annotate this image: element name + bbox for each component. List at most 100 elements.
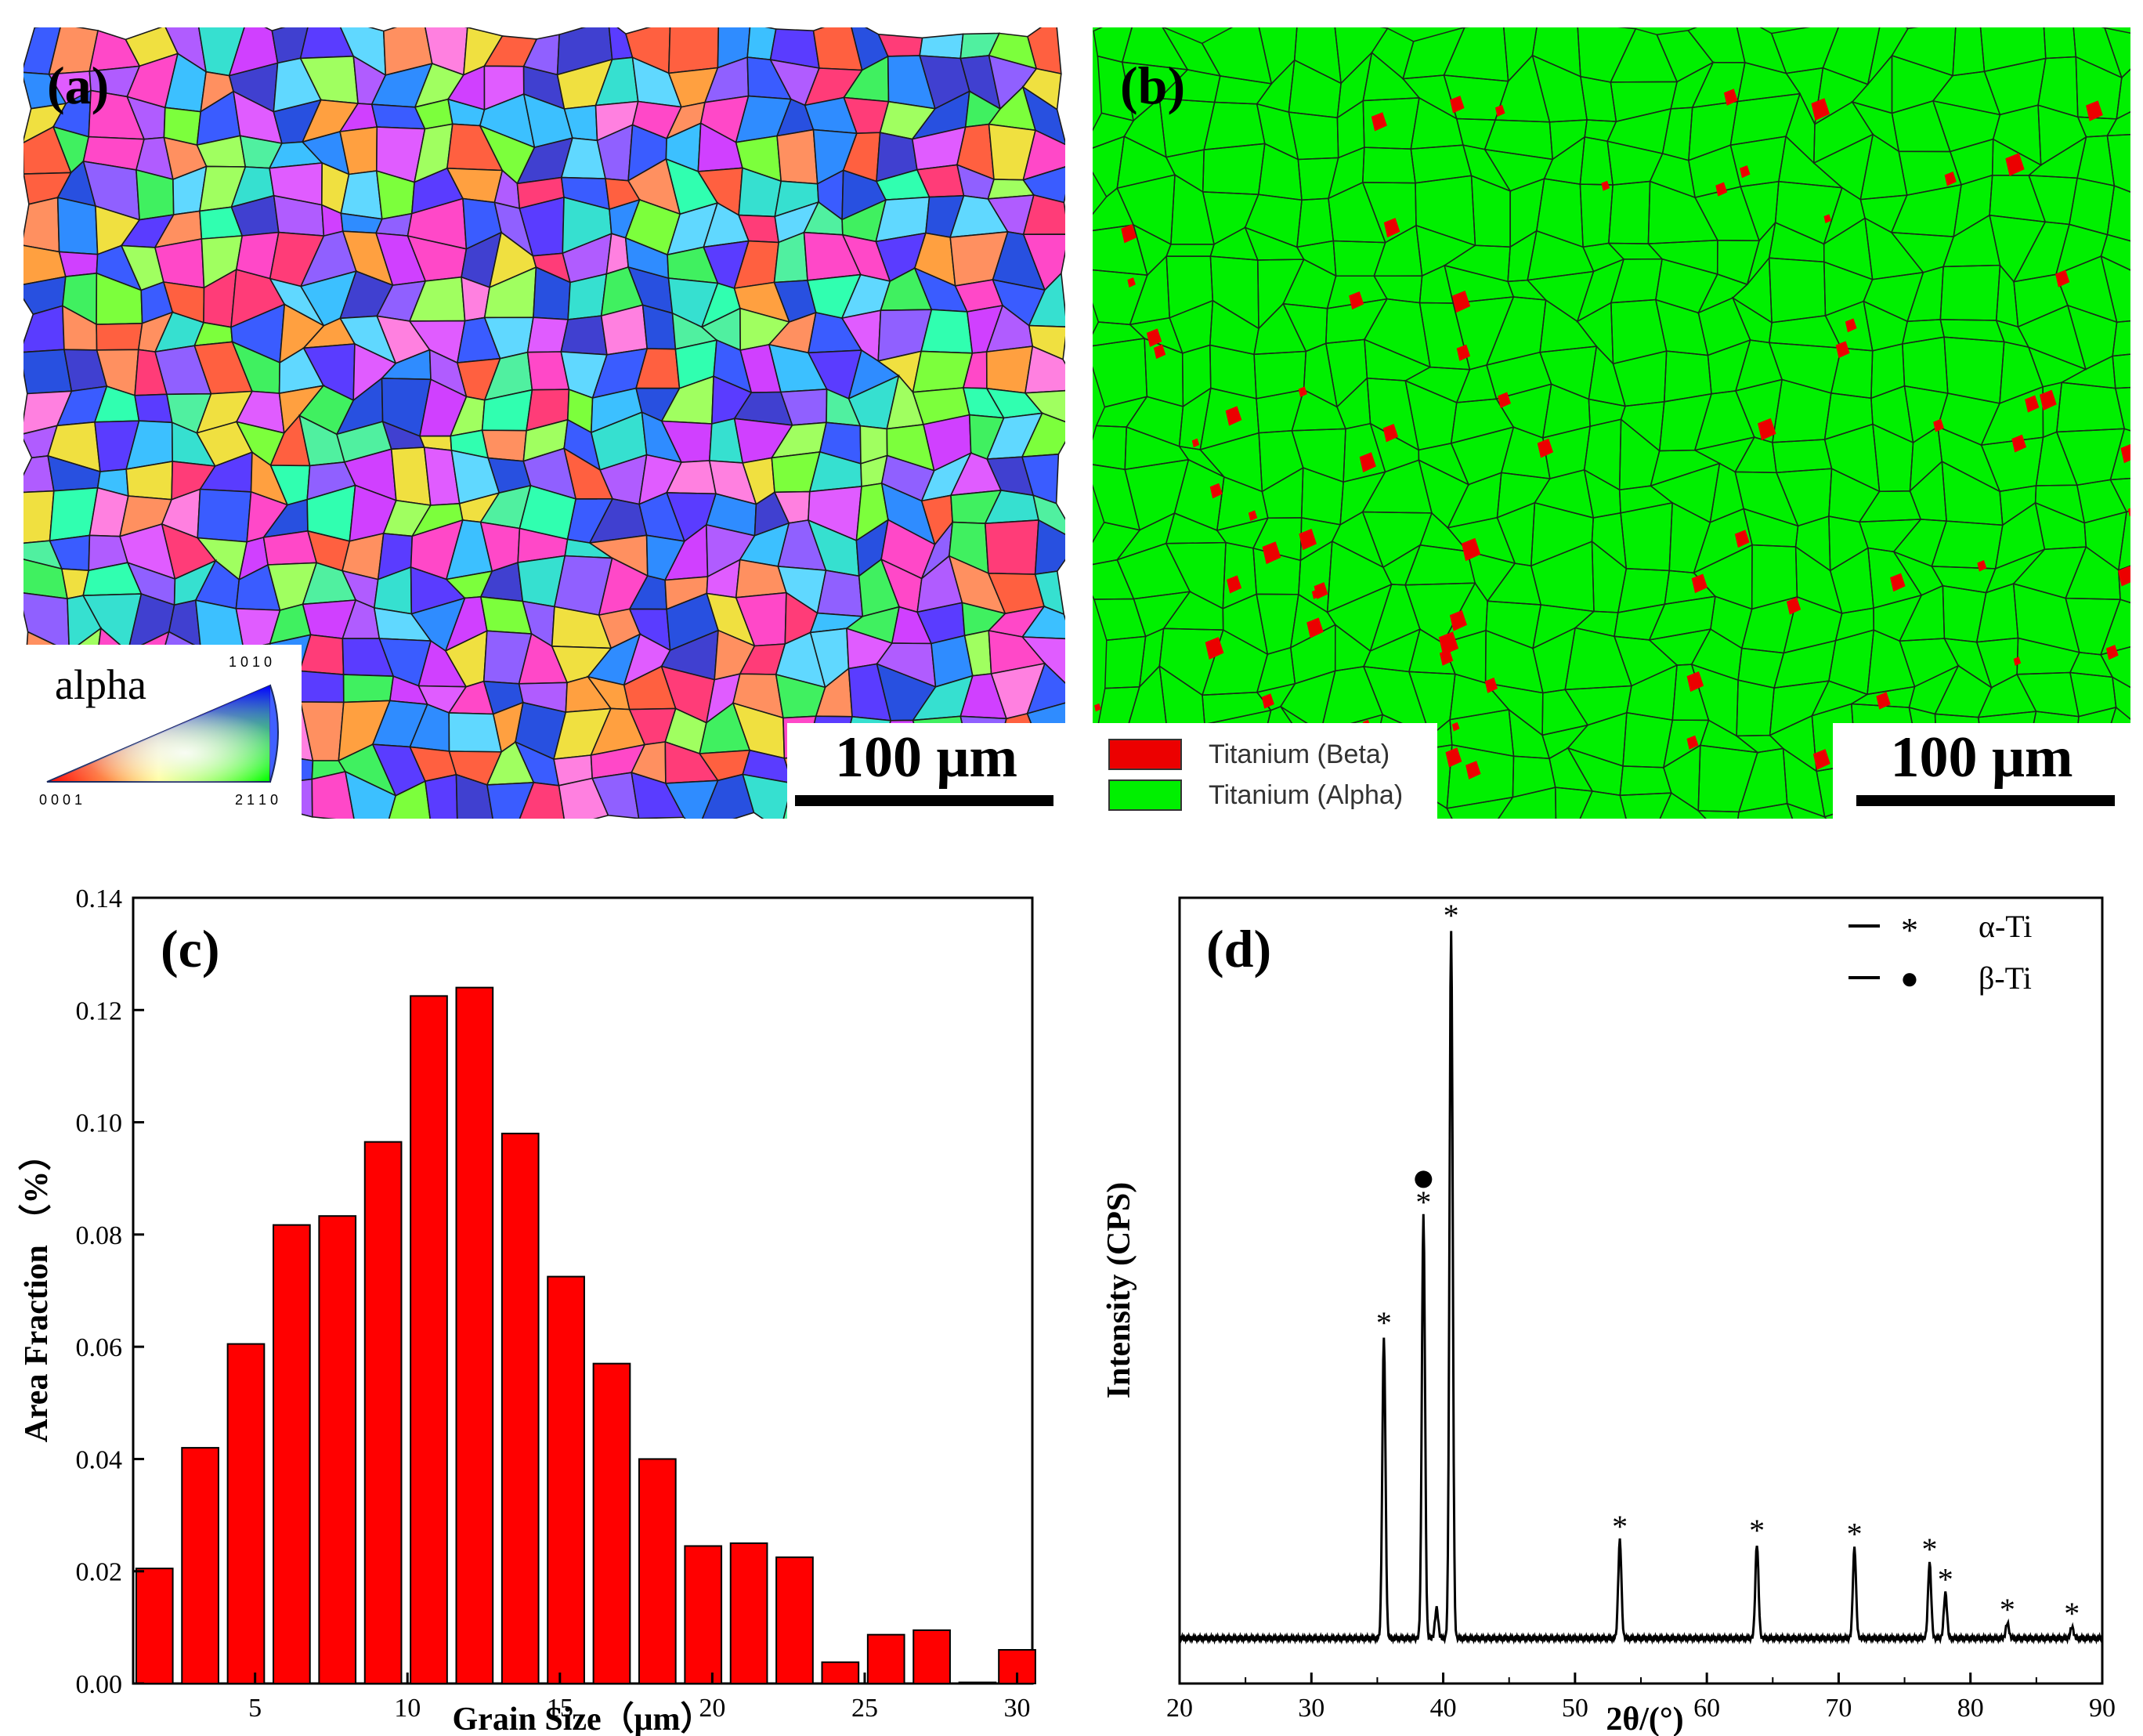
beta-spot: [1451, 291, 1471, 313]
alpha-grain: [1952, 27, 1986, 77]
alpha-grain: [1298, 540, 1333, 613]
alpha-grain: [1656, 30, 1715, 83]
alpha-grain: [1361, 459, 1433, 514]
alpha-grain: [1291, 428, 1346, 483]
histogram-bar: [684, 1545, 723, 1684]
alpha-grain: [2100, 233, 2130, 271]
alpha-grain: [1794, 515, 1831, 572]
alpha-grain: [1126, 664, 1169, 733]
beta-spot: [1812, 749, 1830, 770]
beta-spot: [2011, 434, 2027, 453]
alpha-grain: [1202, 143, 1266, 195]
ipf-grain: [919, 33, 964, 60]
alpha-grain: [2016, 637, 2080, 675]
alpha-grain: [1532, 604, 1596, 649]
alpha-grain: [1699, 719, 1760, 754]
beta-spot: [1445, 747, 1462, 768]
ipf-grain: [1021, 85, 1065, 146]
alpha-grain: [1093, 224, 1148, 277]
scale-bar-a: [795, 795, 1053, 806]
ebsd-phase-map: (b) Titanium (Beta) Titanium (Alpha) 100…: [1093, 27, 2130, 819]
alpha-grain: [2114, 386, 2130, 432]
scale-bar-b: [1856, 795, 2115, 806]
alpha-grain: [1576, 258, 1625, 323]
alpha-grain: [1418, 458, 1469, 529]
alpha-grain: [1244, 226, 1305, 261]
beta-spot: [1498, 392, 1511, 408]
alpha-grain: [1532, 627, 1577, 694]
alpha-grain: [2012, 583, 2080, 653]
histogram-bar: [638, 1458, 677, 1685]
alpha-grain: [1953, 174, 1993, 238]
xrd-x-tick-label: 40: [1430, 1694, 1457, 1723]
alpha-grain: [1618, 485, 1674, 514]
xrd-series-line: [1179, 931, 2103, 1645]
alpha-grain: [2055, 428, 2126, 486]
beta-spot: [2040, 389, 2057, 410]
alpha-grain: [1662, 719, 1710, 769]
beta-spot: [2118, 566, 2130, 587]
ipf-grain: [455, 773, 493, 819]
phase-legend-item-beta: Titanium (Beta): [1108, 737, 1437, 772]
xrd-x-tick-label: 90: [2089, 1694, 2116, 1723]
alpha-grain: [1483, 682, 1544, 736]
alpha-grain: [1734, 339, 1783, 392]
alpha-grain: [1541, 383, 1591, 439]
beta-spot: [1811, 98, 1830, 121]
alpha-grain: [1104, 635, 1147, 689]
xrd-x-axis-label: 2θ/(°): [1606, 1702, 1683, 1736]
alpha-grain: [1244, 193, 1303, 248]
alpha-grain: [2015, 671, 2080, 718]
beta-spot: [1094, 703, 1101, 712]
ipf-grain: [481, 429, 527, 462]
alpha-grain: [1364, 338, 1432, 382]
beta-spot: [1456, 344, 1471, 361]
alpha-grain: [1483, 119, 1554, 161]
ipf-grain: [197, 488, 252, 543]
xrd-alpha-peak-marker: *: [1612, 1509, 1628, 1544]
beta-spot: [1209, 483, 1223, 499]
alpha-grain: [1362, 97, 1420, 150]
ipf-grain: [984, 519, 1039, 575]
alpha-grain: [1734, 436, 1777, 473]
ipf-grain: [425, 773, 458, 819]
beta-spot: [1383, 218, 1400, 238]
alpha-grain: [1253, 350, 1307, 400]
alpha-grain-boundaries: [1093, 27, 2130, 819]
alpha-grain: [1126, 396, 1184, 447]
histogram-y-tick-label: 0.06: [76, 1333, 123, 1362]
alpha-grain: [1829, 547, 1874, 614]
alpha-grain: [1768, 222, 1825, 263]
panel-d-letter: (d): [1206, 919, 1271, 978]
alpha-grain: [1320, 666, 1384, 733]
beta-spot: [1933, 418, 1944, 432]
alpha-grain: [1902, 336, 1949, 394]
alpha-grain: [1116, 542, 1191, 600]
alpha-grain: [1116, 136, 1176, 190]
alpha-grain: [1539, 298, 1598, 353]
alpha-grain: [1823, 392, 1874, 441]
beta-spot: [1311, 589, 1321, 599]
alpha-grain: [2037, 104, 2087, 167]
alpha-grain: [1486, 351, 1552, 400]
alpha-grain: [1707, 338, 1751, 395]
beta-spot: [1845, 318, 1857, 333]
alpha-grain: [1577, 27, 1637, 83]
alpha-grain: [1892, 519, 1948, 567]
alpha-grain: [1326, 540, 1393, 613]
phase-legend: Titanium (Beta) Titanium (Alpha): [1093, 723, 1437, 819]
alpha-grain: [1449, 673, 1510, 721]
alpha-grain: [1169, 299, 1214, 354]
alpha-grain: [1170, 173, 1215, 245]
beta-spot: [2025, 395, 2040, 413]
alpha-grain: [2034, 501, 2087, 550]
ipf-grain: [1032, 494, 1065, 536]
xrd-alpha-peak-marker: *: [1938, 1561, 1953, 1597]
alpha-grain: [1531, 27, 1581, 78]
ipf-grain: [23, 305, 65, 353]
alpha-grain: [1872, 423, 1914, 493]
alpha-grain: [1093, 338, 1148, 408]
alpha-grain: [1870, 385, 1914, 444]
histogram-bar: [181, 1447, 219, 1684]
beta-spot: [2120, 443, 2130, 464]
